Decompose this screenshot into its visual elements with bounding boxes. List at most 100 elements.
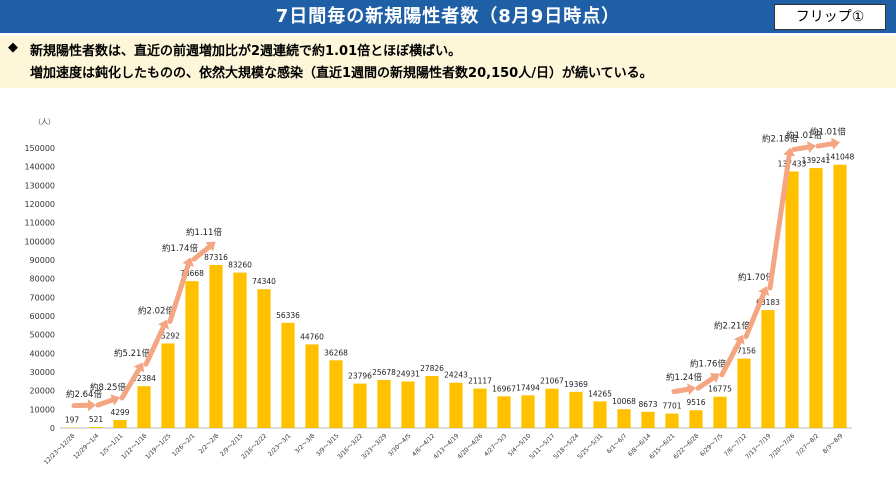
bar [665, 413, 679, 428]
y-tick-label: 120000 [24, 200, 55, 209]
x-tick-label: 6/29～7/5 [699, 432, 725, 458]
bar [737, 358, 751, 428]
growth-ratio-label: 約5.21倍 [114, 348, 150, 359]
bar-value-label: 139241 [802, 156, 831, 165]
bar [89, 427, 103, 428]
growth-arrow-head [133, 362, 145, 373]
y-axis-unit-label: （人） [34, 118, 55, 126]
bar-value-label: 25678 [372, 368, 396, 377]
growth-ratio-label: 約1.01倍 [810, 127, 846, 138]
bar [185, 281, 199, 428]
bullet-icon: ◆ [8, 40, 18, 55]
bar-value-label: 521 [89, 415, 104, 424]
growth-arrow-head [205, 241, 216, 252]
bar-value-label: 137433 [778, 159, 807, 168]
page-title: 7日間毎の新規陽性者数（8月9日時点） [275, 6, 621, 27]
growth-arrow [143, 324, 166, 367]
bar [353, 383, 367, 428]
y-tick-label: 80000 [30, 275, 55, 284]
x-tick-label: 8/3～8/9 [822, 432, 845, 455]
growth-arrow [767, 152, 792, 291]
bar-value-label: 44760 [300, 332, 324, 341]
growth-arrow-head [158, 319, 169, 330]
bar-value-label: 141048 [826, 153, 855, 162]
title-bar [0, 0, 896, 33]
bar-value-label: 16775 [708, 385, 732, 394]
x-tick-label: 5/25～5/31 [576, 432, 604, 460]
growth-arrow-head [831, 137, 840, 150]
x-tick-label: 3/23～3/29 [360, 432, 388, 460]
growth-arrow [167, 262, 191, 324]
growth-ratio-label: 約2.21倍 [714, 321, 750, 332]
bar [281, 322, 295, 428]
growth-arrow-head [807, 141, 816, 153]
bar-value-label: 21117 [468, 377, 492, 386]
x-tick-label: 7/20～7/26 [768, 432, 796, 460]
x-tick-label: 1/19～1/25 [144, 432, 172, 460]
bar-value-label: 83260 [228, 261, 252, 270]
y-tick-label: 10000 [30, 405, 55, 414]
bar-value-label: 24243 [444, 371, 468, 380]
bar [569, 391, 583, 428]
y-tick-label: 30000 [30, 368, 55, 377]
bar-value-label: 45292 [156, 331, 180, 340]
growth-arrow-head [709, 373, 720, 384]
summary-line-2: 増加速度は鈍化したものの、依然大規模な感染（直近1週間の新規陽性者数20,150… [30, 66, 653, 81]
bar-value-label: 22384 [132, 374, 156, 383]
growth-arrow [743, 291, 767, 340]
bar-value-label: 19369 [564, 380, 588, 389]
growth-arrow [719, 339, 742, 378]
bar [425, 376, 439, 428]
bar [617, 409, 631, 428]
bar [257, 289, 271, 428]
bar [833, 164, 847, 429]
weekly-cases-bar-chart: （人） 0 10000 20000 30000 40000 50000 60000 70000 8… [24, 118, 855, 466]
bar-value-label: 4299 [110, 408, 129, 417]
y-tick-label: 100000 [24, 237, 55, 246]
growth-ratio-label: 約2.02倍 [138, 305, 174, 316]
summary-line-1: 新規陽性者数は、直近の前週増加比が2週連続で約1.01倍とほぼ横ばい。 [30, 44, 462, 59]
bar [449, 382, 463, 428]
bar-value-label: 197 [65, 416, 80, 425]
growth-ratio-label: 約1.76倍 [690, 359, 726, 370]
y-tick-label: 50000 [30, 331, 55, 340]
bar [305, 344, 319, 428]
bar [161, 343, 175, 428]
bar-value-label: 37156 [732, 347, 756, 356]
growth-ratio-label: 約1.70倍 [738, 272, 774, 283]
bar [401, 381, 415, 428]
bar-value-label: 16967 [492, 384, 516, 393]
growth-arrow-head [110, 394, 120, 406]
y-tick-label: 90000 [30, 256, 55, 265]
x-tick-label: 2/16～2/22 [240, 432, 268, 460]
bar-value-label: 10068 [612, 397, 636, 406]
bar [209, 265, 223, 428]
bar [113, 419, 127, 428]
growth-arrow [695, 375, 716, 391]
bar-value-label: 27826 [420, 364, 444, 373]
y-tick-label: 0 [50, 424, 55, 433]
x-tick-label: 4/20～4/26 [456, 432, 484, 460]
bar [785, 171, 799, 428]
y-tick-label: 20000 [30, 387, 55, 396]
growth-arrow [791, 144, 811, 152]
growth-arrow-head [182, 257, 194, 267]
growth-ratio-label: 約1.11倍 [186, 227, 222, 238]
x-tick-label: 2/2～2/8 [198, 432, 221, 455]
growth-ratio-label: 約1.01倍 [786, 130, 822, 141]
bar [761, 310, 775, 428]
flip-badge: フリップ① [774, 4, 886, 30]
y-tick-label: 70000 [30, 293, 55, 302]
bar-value-label: 87316 [204, 253, 228, 262]
bar-value-label: 14265 [588, 389, 612, 398]
growth-ratio-label: 約1.74倍 [162, 243, 198, 254]
bar [521, 395, 535, 428]
bar-value-label: 23796 [348, 372, 372, 381]
x-tick-label: 3/30～4/5 [387, 432, 413, 458]
y-tick-label: 150000 [24, 144, 55, 153]
summary-box: ◆ 新規陽性者数は、直近の前週増加比が2週連続で約1.01倍とほぼ横ばい。 増加… [0, 36, 896, 88]
y-tick-label: 110000 [24, 219, 55, 228]
bar [713, 396, 727, 428]
bar-value-label: 8673 [638, 400, 657, 409]
growth-arrow [95, 397, 115, 408]
